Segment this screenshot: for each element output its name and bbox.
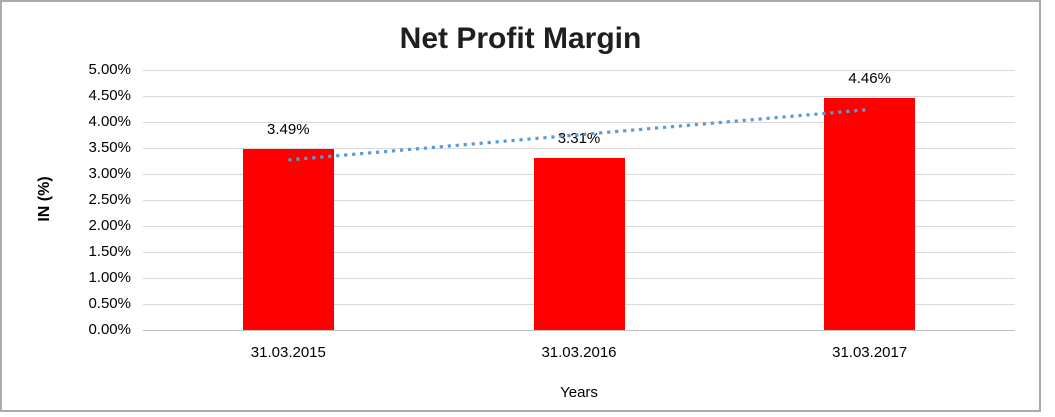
y-tick-label: 4.00% [88,113,131,130]
y-tick-label: 2.50% [88,191,131,208]
bar-value-label: 4.46% [848,70,891,88]
bar [824,98,916,330]
x-category-label: 31.03.2017 [832,344,908,361]
y-tick-label: 1.00% [88,269,131,286]
y-tick-label: 3.50% [88,139,131,156]
x-category-label: 31.03.2015 [250,344,326,361]
bar-value-label: 3.31% [557,129,601,147]
x-axis-line [143,330,1015,331]
y-tick-label: 2.00% [88,217,131,234]
chart-title: Net Profit Margin [399,22,642,55]
bar [533,157,625,330]
y-tick-label: 0.50% [88,295,131,312]
x-category-label: 31.03.2016 [541,344,617,361]
y-tick-label: 4.50% [88,87,131,104]
bar-value-label: 3.49% [267,120,310,138]
x-axis-title: Years [560,384,598,401]
plot-area: 5.00% 4.50% 4.00% 3.50% 3.00% 2.50% 2.00% 1.50%… [88,61,1015,361]
y-axis-title: IN (%) [36,176,53,222]
gridline [143,70,1015,71]
y-tick-label: 1.50% [88,243,131,260]
bar [242,148,334,330]
gridline [143,96,1015,97]
y-tick-label: 3.00% [88,165,131,182]
y-tick-label: 0.00% [88,321,131,338]
y-tick-label: 5.00% [88,61,131,78]
